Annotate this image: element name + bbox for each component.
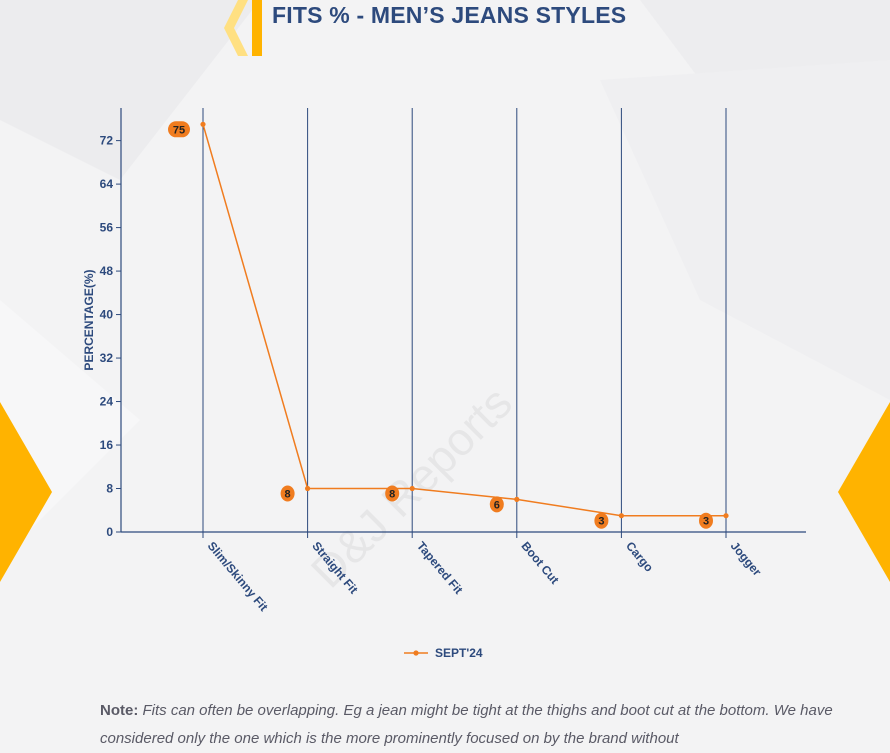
y-tick-label: 48: [100, 264, 114, 278]
data-label-bg: [168, 121, 190, 138]
data-label-bg: [699, 512, 713, 529]
data-label-bg: [594, 512, 609, 529]
data-point: [618, 513, 625, 519]
data-point: [200, 121, 206, 127]
grid-layer: [202, 108, 727, 538]
x-tick-label: Tapered Fit: [414, 539, 466, 597]
note-text: Fits can often be overlapping. Eg a jean…: [100, 702, 833, 747]
data-label: 8: [285, 489, 291, 501]
y-tick-label: 16: [100, 438, 114, 452]
data-label: 75: [173, 124, 185, 136]
legend-label: SEPT'24: [435, 646, 483, 660]
data-point: [305, 485, 311, 492]
axis-layer: 0 8 16 24 32 40 48 56 64 72 PERCENTAGE(%) Slim/Skin…: [82, 108, 806, 614]
data-label: 8: [389, 489, 395, 501]
label-layer: 75 8 8 6 3 3: [168, 121, 713, 529]
left-side-chevron-icon: [0, 402, 52, 582]
series-line: [202, 124, 726, 517]
x-tick-label: Cargo: [623, 539, 656, 575]
data-point: [409, 485, 415, 492]
y-tick-label: 32: [100, 351, 114, 365]
right-side-chevron-icon: [838, 402, 890, 582]
data-label: 3: [703, 516, 709, 528]
series-layer: [200, 121, 729, 519]
data-point: [723, 513, 729, 519]
page-title: FITS % - MEN’S JEANS STYLES: [272, 2, 627, 28]
x-tick-label: Straight Fit: [309, 539, 360, 597]
note-label: Note:: [100, 702, 139, 719]
header-bracket-icon: [224, 0, 262, 56]
data-label-bg: [385, 485, 400, 502]
y-tick-label: 64: [100, 177, 114, 191]
data-label-bg: [280, 485, 295, 502]
data-point: [514, 496, 520, 502]
x-tick-label: Jogger: [728, 539, 765, 579]
y-tick-label: 0: [106, 525, 113, 539]
y-tick-label: 40: [100, 308, 114, 322]
x-tick-label: Slim/Skinny Fit: [205, 539, 271, 614]
y-tick-label: 72: [100, 134, 114, 148]
data-label-bg: [489, 496, 504, 513]
y-axis-title: PERCENTAGE(%): [82, 269, 96, 370]
line-chart: 0 8 16 24 32 40 48 56 64 72 PERCENTAGE(%) Slim/Skin…: [82, 108, 806, 660]
x-tick-label: Boot Cut: [519, 539, 562, 587]
data-label: 6: [494, 499, 500, 511]
note-paragraph: Note: Fits can often be overlapping. Eg …: [100, 697, 860, 753]
y-tick-label: 24: [100, 395, 114, 409]
legend-layer: SEPT'24: [404, 646, 483, 660]
y-tick-label: 56: [100, 221, 114, 235]
legend-swatch-point: [413, 650, 419, 656]
data-label: 3: [598, 516, 604, 528]
y-tick-label: 8: [106, 482, 113, 496]
